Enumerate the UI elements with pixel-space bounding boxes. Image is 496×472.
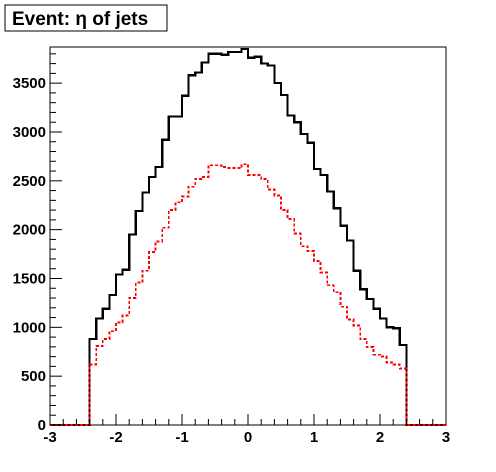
y-tick-label: 500 bbox=[21, 368, 46, 385]
x-tick-label: 0 bbox=[244, 429, 252, 446]
x-tick-label: 2 bbox=[376, 429, 384, 446]
y-tick-label: 2000 bbox=[13, 222, 46, 239]
plot-frame bbox=[50, 47, 446, 425]
y-tick-label: 1500 bbox=[13, 270, 46, 287]
x-tick-label: 1 bbox=[310, 429, 318, 446]
chart-title: Event: η of jets bbox=[12, 9, 148, 30]
y-tick-label: 0 bbox=[38, 417, 46, 434]
histogram-series-1 bbox=[50, 49, 446, 425]
x-tick-label: -1 bbox=[175, 429, 188, 446]
y-tick-label: 2500 bbox=[13, 173, 46, 190]
series-layer bbox=[50, 49, 446, 425]
y-tick-label: 3000 bbox=[13, 124, 46, 141]
x-tick-label: 3 bbox=[442, 429, 450, 446]
y-tick-label: 1000 bbox=[13, 319, 46, 336]
y-tick-label: 3500 bbox=[13, 75, 46, 92]
x-tick-label: -2 bbox=[109, 429, 122, 446]
